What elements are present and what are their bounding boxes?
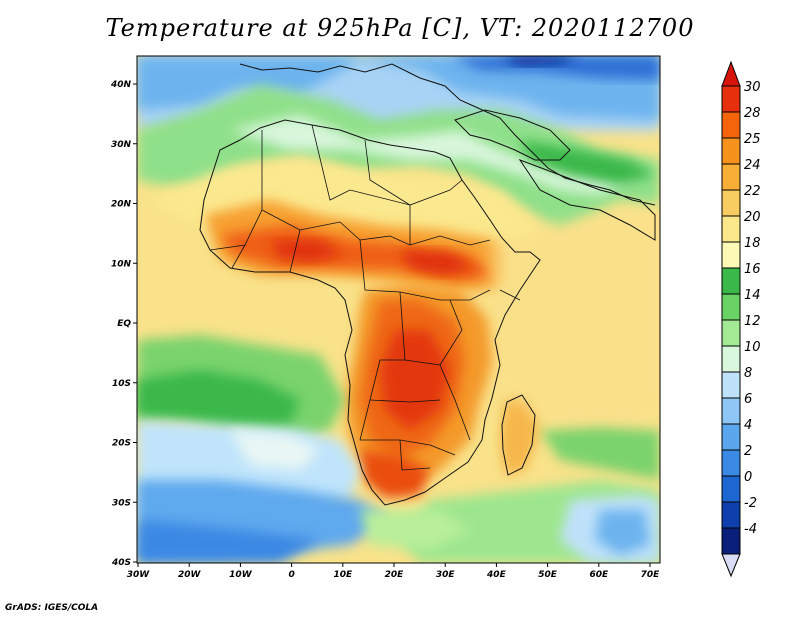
- lon-label: 30E: [436, 570, 456, 580]
- colorbar-label: 2: [744, 444, 752, 459]
- lat-label: 10N: [111, 259, 132, 269]
- colorbar-swatch: [721, 371, 741, 399]
- temperature-field: [137, 56, 660, 563]
- lat-label: 30N: [111, 140, 132, 150]
- plot-frame: [136, 55, 661, 564]
- colorbar-swatch: [721, 423, 741, 451]
- lon-label: 10W: [229, 570, 253, 580]
- colorbar-swatch: [721, 137, 741, 165]
- lat-label: 40N: [110, 80, 132, 90]
- colorbar-swatch: [721, 501, 741, 529]
- colorbar-swatch: [721, 397, 741, 425]
- colorbar-label: -2: [744, 496, 757, 511]
- lat-label: 20N: [111, 200, 132, 210]
- lon-label: 20E: [385, 570, 405, 580]
- colorbar-label: 16: [744, 262, 761, 277]
- colorbar-swatch: [721, 85, 741, 113]
- lon-label: 60E: [589, 570, 609, 580]
- colorbar-label: 0: [744, 470, 752, 485]
- colorbar-swatch: [721, 319, 741, 347]
- lon-label: 40E: [486, 570, 507, 580]
- lon-label: 50E: [538, 570, 558, 580]
- lat-label: 20S: [112, 439, 131, 449]
- colorbar-label: 4: [744, 418, 752, 433]
- colorbar-label: 24: [744, 158, 761, 173]
- colorbar-swatch: [721, 215, 741, 243]
- colorbar-swatch: [721, 111, 741, 139]
- colorbar-swatch: [721, 189, 741, 217]
- coastlines: [199, 63, 656, 506]
- colorbar-swatch: [721, 449, 741, 477]
- lon-label: 0: [288, 570, 294, 580]
- lon-label: 70E: [641, 570, 661, 580]
- lon-label: 20W: [178, 570, 202, 580]
- lat-label: 40S: [111, 558, 131, 568]
- colorbar-swatch: [721, 345, 741, 373]
- colorbar-swatch: [721, 475, 741, 503]
- country-borders: [209, 124, 521, 471]
- longitude-axis: 30W 20W 10W 0 10E 20E 30E 40E 50E 60E 70E: [127, 563, 661, 580]
- colorbar-swatch: [721, 293, 741, 321]
- colorbar-label: 28: [744, 106, 761, 121]
- lon-label: 10E: [333, 570, 353, 580]
- colorbar-label: 30: [744, 80, 761, 95]
- colorbar-label: -4: [744, 522, 757, 537]
- colorbar-top-triangle: [721, 60, 741, 87]
- colorbar-swatch: [721, 267, 741, 295]
- colorbar-label: 10: [744, 340, 761, 355]
- colorbar-bottom-triangle: [721, 553, 741, 578]
- lat-label: 30S: [112, 498, 131, 508]
- latitude-axis: 40N 30N 20N 10N EQ 10S 20S 30S 40S: [110, 80, 137, 568]
- colorbar-label: 25: [744, 132, 761, 147]
- lat-label: 10S: [112, 379, 131, 389]
- grads-credit: GrADS: IGES/COLA: [5, 603, 99, 613]
- lat-label: EQ: [117, 319, 131, 329]
- colorbar-label: 14: [744, 288, 761, 303]
- colorbar-swatch: [721, 527, 741, 555]
- map-title: Temperature at 925hPa [C], VT: 202011270…: [105, 14, 695, 42]
- lon-label: 30W: [127, 570, 151, 580]
- colorbar-label: 12: [744, 314, 761, 329]
- colorbar-swatch: [721, 241, 741, 269]
- colorbar-label: 18: [744, 236, 761, 251]
- colorbar-swatch: [721, 163, 741, 191]
- colorbar-label: 8: [744, 366, 752, 381]
- colorbar-label: 20: [744, 210, 761, 225]
- colorbar-label: 22: [744, 184, 761, 199]
- colorbar-label: 6: [744, 392, 752, 407]
